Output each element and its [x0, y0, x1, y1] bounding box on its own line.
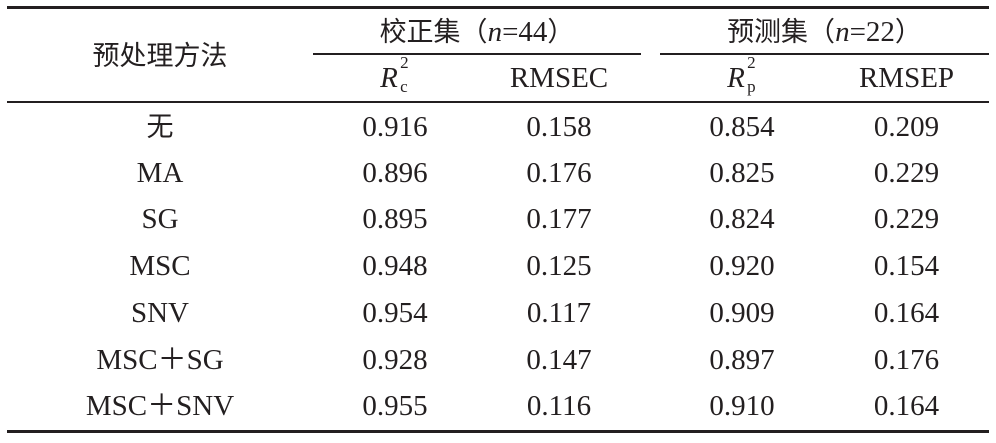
row-rmsep: 0.176 — [873, 343, 940, 376]
row-method: MA — [136, 156, 184, 189]
row-rc2: 0.896 — [362, 156, 428, 189]
rp2-sup: 2 — [747, 52, 756, 72]
row-rp2: 0.825 — [709, 156, 775, 189]
row-rc2: 0.895 — [362, 202, 428, 235]
calibration-n-symbol: n — [487, 15, 503, 48]
row-rmsec: 0.176 — [526, 156, 592, 189]
row-rp2: 0.920 — [709, 249, 775, 282]
rc2-sub: c — [400, 76, 408, 96]
rc2-base: R — [380, 61, 398, 94]
rp2-base: R — [727, 61, 745, 94]
header-rule — [7, 101, 989, 103]
row-rmsec: 0.117 — [526, 296, 592, 329]
calibration-group-rule — [313, 53, 641, 55]
calibration-suffix: ） — [547, 16, 575, 48]
row-rmsep: 0.229 — [873, 202, 940, 235]
row-rp2: 0.909 — [709, 296, 775, 329]
row-rmsec: 0.158 — [526, 110, 592, 143]
row-rmsep: 0.164 — [873, 389, 940, 422]
header-method: 预处理方法 — [92, 40, 228, 72]
row-rmsep: 0.164 — [873, 296, 940, 329]
prediction-group-rule — [660, 53, 989, 55]
row-rp2: 0.854 — [709, 110, 775, 143]
row-method: MSC＋SNV — [85, 389, 235, 422]
row-rc2: 0.928 — [362, 343, 428, 376]
header-calibration-group: 校正集（ n =44） — [313, 12, 641, 52]
row-method: SG — [141, 202, 179, 235]
row-method: MSC＋SG — [96, 343, 224, 376]
rc2-sup: 2 — [400, 52, 409, 72]
row-rmsec: 0.177 — [526, 202, 592, 235]
prediction-n-value: =22 — [849, 15, 895, 48]
row-method: 无 — [146, 111, 174, 143]
calibration-prefix: 校正集（ — [379, 16, 488, 48]
row-rc2: 0.954 — [362, 296, 428, 329]
calibration-n-value: =44 — [502, 15, 548, 48]
top-rule — [7, 6, 989, 9]
bottom-rule — [7, 430, 989, 433]
header-prediction-group: 预测集（ n =22） — [660, 12, 989, 52]
row-rmsec: 0.125 — [526, 249, 592, 282]
row-rc2: 0.955 — [362, 389, 428, 422]
prediction-prefix: 预测集（ — [727, 16, 836, 48]
header-rmsec: RMSEC — [509, 61, 609, 94]
row-rmsec: 0.116 — [526, 389, 592, 422]
prediction-n-symbol: n — [835, 15, 850, 48]
row-method: SNV — [130, 296, 189, 329]
row-rmsec: 0.147 — [526, 343, 592, 376]
row-rc2: 0.948 — [362, 249, 428, 282]
row-rc2: 0.916 — [362, 110, 428, 143]
prediction-suffix: ） — [894, 16, 922, 48]
rp2-sub: p — [747, 76, 756, 96]
row-rp2: 0.910 — [709, 389, 775, 422]
row-rmsep: 0.154 — [873, 249, 940, 282]
row-rp2: 0.897 — [709, 343, 775, 376]
row-rmsep: 0.209 — [873, 110, 940, 143]
row-rmsep: 0.229 — [873, 156, 940, 189]
row-rp2: 0.824 — [709, 202, 775, 235]
header-rmsep: RMSEP — [858, 61, 955, 94]
row-method: MSC — [129, 249, 191, 282]
